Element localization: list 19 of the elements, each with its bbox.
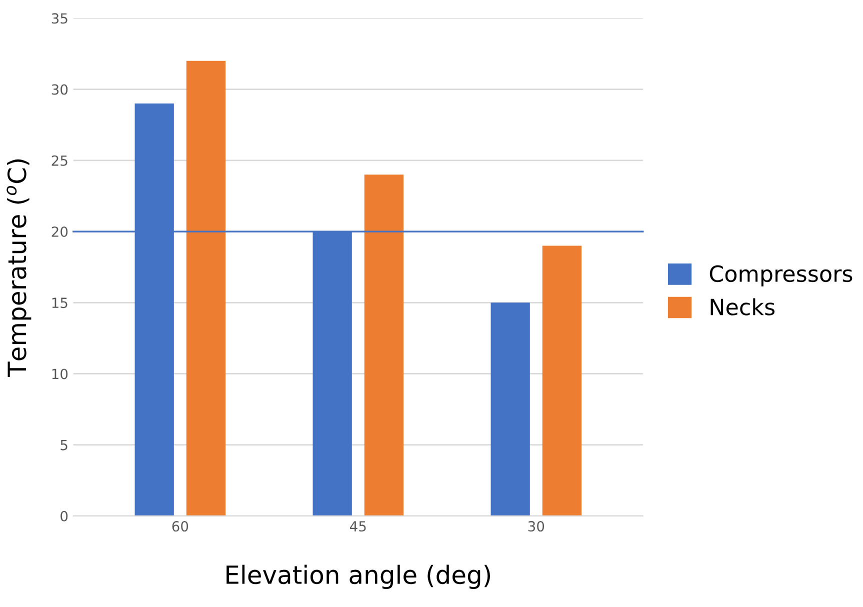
y-tick-label: 0 [60, 510, 68, 522]
y-tick-label: 25 [52, 155, 68, 166]
x-tick-label: 45 [350, 521, 366, 532]
y-tick-label: 10 [52, 368, 68, 380]
bar [364, 174, 404, 516]
y-tick-label: 30 [52, 84, 68, 95]
y-tick-label: 20 [52, 226, 68, 237]
y-tick-label: 35 [52, 13, 68, 24]
x-tick-label: 30 [528, 521, 544, 532]
x-tick-label: 60 [172, 521, 188, 532]
y-axis-title: Temperature ($^{o}$C) [6, 159, 32, 378]
legend-label: Necks [710, 298, 775, 316]
bar [186, 60, 226, 516]
bar [542, 246, 582, 516]
legend-label: Compressors [710, 265, 852, 286]
y-tick-label: 5 [60, 440, 68, 450]
bar [490, 302, 530, 516]
x-axis-title: Elevation angle (deg) [226, 564, 490, 590]
y-tick-label: 15 [52, 298, 68, 308]
